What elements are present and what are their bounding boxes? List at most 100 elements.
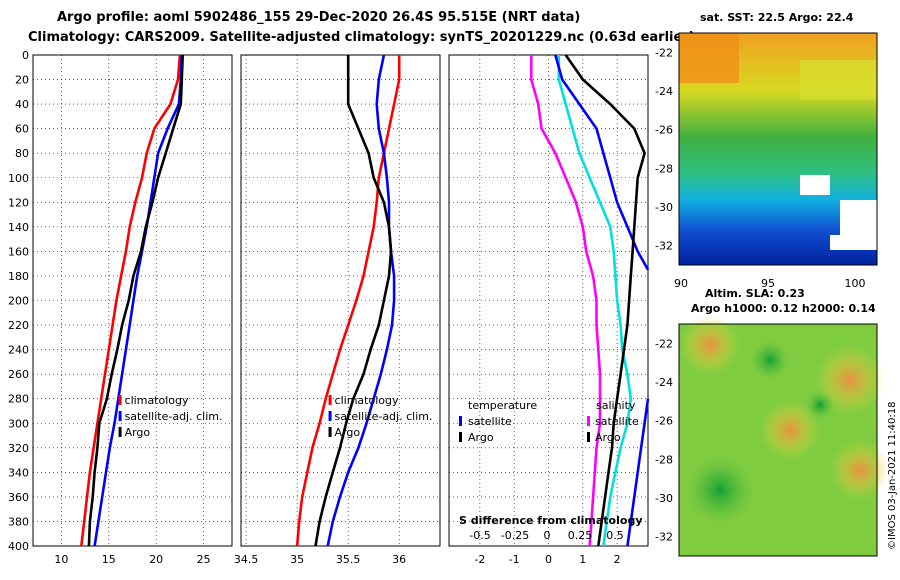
y-tick-label: 120 xyxy=(8,196,29,209)
y-tick-label: 60 xyxy=(15,123,29,136)
credit-text: ©IMOS 03-Jan-2021 11:40:18 xyxy=(887,402,898,550)
y-tick-label: 380 xyxy=(8,515,29,528)
lat-tick-label: -28 xyxy=(655,453,673,466)
x-tick-label: 35.5 xyxy=(336,553,361,566)
lat-tick-label: -24 xyxy=(655,85,673,98)
series-line-climatology xyxy=(295,55,401,547)
lat-tick-label: -26 xyxy=(655,124,673,137)
legend-label: climatology xyxy=(125,394,189,407)
legend-label: satellite xyxy=(468,415,512,428)
salinity-profile-panel: 34.5 35 35.5 36 climatology satellite-adj. cl… xyxy=(234,54,441,566)
sst-map-title: sat. SST: 22.5 Argo: 22.4 xyxy=(700,11,854,24)
x-tick-label: -1 xyxy=(509,553,520,566)
lon-tick-label: 90 xyxy=(674,277,688,290)
lat-tick-label: -26 xyxy=(655,415,673,428)
y-tick-label: 320 xyxy=(8,442,29,455)
sla-map: Altim. SLA: 0.23 Argo h1000: 0.12 h2000:… xyxy=(655,287,890,557)
y-tick-label: 0 xyxy=(22,49,29,62)
legend-swatch xyxy=(328,427,332,437)
legend-swatch xyxy=(118,427,122,437)
series-line-blue-deep xyxy=(626,398,650,547)
legend-swatch xyxy=(587,416,590,426)
legend-swatch xyxy=(587,432,590,442)
title-line2: Climatology: CARS2009. Satellite-adjuste… xyxy=(28,30,695,45)
x-tick-label: 36 xyxy=(392,553,406,566)
secondary-x-tick-label: 0.5 xyxy=(606,529,624,542)
sst-cloud-mask xyxy=(800,175,830,195)
sst-lon-ticks: 90 95 100 xyxy=(674,277,866,290)
x-tick-label: 20 xyxy=(149,553,163,566)
lat-tick-label: -24 xyxy=(655,376,673,389)
sst-map: sat. SST: 22.5 Argo: 22.4 -22 -24 -26 -28 -3… xyxy=(655,11,878,290)
legend-swatch xyxy=(328,395,332,405)
y-tick-label: 360 xyxy=(8,491,29,504)
series-line-argo xyxy=(87,54,184,547)
y-tick-label: 300 xyxy=(8,417,29,430)
temperature-profile-panel: 0 20 40 60 80 100 120 140 160 180 200 220 240 260 280 3… xyxy=(8,49,233,566)
y-tick-label: 280 xyxy=(8,393,29,406)
lat-tick-label: -30 xyxy=(655,492,673,505)
sla-low-anomaly xyxy=(750,340,790,380)
y-tick-label: 180 xyxy=(8,270,29,283)
x-tick-label: 1 xyxy=(579,553,586,566)
sst-map-frame xyxy=(678,32,878,266)
y-tick-label: 100 xyxy=(8,172,29,185)
sst-cloud-mask xyxy=(830,235,850,250)
sla-map-title-line1: Altim. SLA: 0.23 xyxy=(705,287,805,300)
sst-warm-patch xyxy=(679,33,739,83)
y-tick-label: 40 xyxy=(15,98,29,111)
axes-frame xyxy=(32,54,233,547)
x-tick-label: 25 xyxy=(197,553,211,566)
y-tick-label: 200 xyxy=(8,295,29,308)
title-line1: Argo profile: aoml 5902486_155 29-Dec-20… xyxy=(57,10,580,25)
x-tick-label: 34.5 xyxy=(234,553,259,566)
x-tick-label: 15 xyxy=(102,553,116,566)
series-line-temperature-satellite xyxy=(530,55,602,547)
legend-label: Argo xyxy=(125,426,151,439)
lon-tick-label: 100 xyxy=(845,277,866,290)
secondary-x-tick-label: -0.5 xyxy=(469,529,490,542)
series-line-argo xyxy=(314,55,393,547)
series-line-satellite-adj-clim- xyxy=(93,54,184,547)
difference-profile-panel: -2 -1 0 1 2 temperature salinity satellite satel… xyxy=(448,54,650,566)
legend-swatch xyxy=(328,411,332,421)
series-line-salinity-argo xyxy=(564,54,646,547)
sla-map-frame xyxy=(678,323,878,557)
lat-tick-label: -30 xyxy=(655,201,673,214)
sla-high-anomaly xyxy=(680,315,740,375)
legend-swatch xyxy=(459,416,462,426)
legend-label: Argo xyxy=(335,426,361,439)
y-tick-label: 400 xyxy=(8,540,29,553)
legend-salinity-title: salinity xyxy=(596,399,636,412)
lat-tick-label: -28 xyxy=(655,162,673,175)
y-tick-label: 140 xyxy=(8,221,29,234)
secondary-x-tick-label: -0.25 xyxy=(501,529,529,542)
x-tick-label: 35 xyxy=(290,553,304,566)
secondary-x-tick-label: 0.25 xyxy=(568,529,593,542)
x-tick-label: 10 xyxy=(54,553,68,566)
y-tick-label: 340 xyxy=(8,466,29,479)
legend-label: satellite-adj. clim. xyxy=(125,410,223,423)
y-tick-label: 80 xyxy=(15,147,29,160)
x-tick-label: -2 xyxy=(474,553,485,566)
legend-swatch xyxy=(118,411,122,421)
secondary-axis-label: S difference from climatology xyxy=(459,514,643,527)
legend-label: satellite xyxy=(595,415,639,428)
sla-lat-ticks: -22 -24 -26 -28 -30 -32 xyxy=(655,337,673,543)
y-tick-label: 260 xyxy=(8,368,29,381)
series-line-temperature-argo xyxy=(557,55,633,547)
legend-swatch xyxy=(459,432,462,442)
lat-tick-label: -22 xyxy=(655,46,673,59)
lat-tick-label: -32 xyxy=(655,531,673,544)
legend-label: Argo xyxy=(595,431,621,444)
x-tick-label: 0 xyxy=(545,553,552,566)
sla-high-anomaly xyxy=(760,400,820,460)
lat-tick-label: -22 xyxy=(655,337,673,350)
sla-high-anomaly xyxy=(830,440,890,500)
secondary-x-tick-label: 0 xyxy=(544,529,551,542)
y-tick-label: 240 xyxy=(8,344,29,357)
sla-low-anomaly xyxy=(805,390,835,420)
legend-label: Argo xyxy=(468,431,494,444)
legend-swatch xyxy=(118,395,122,405)
